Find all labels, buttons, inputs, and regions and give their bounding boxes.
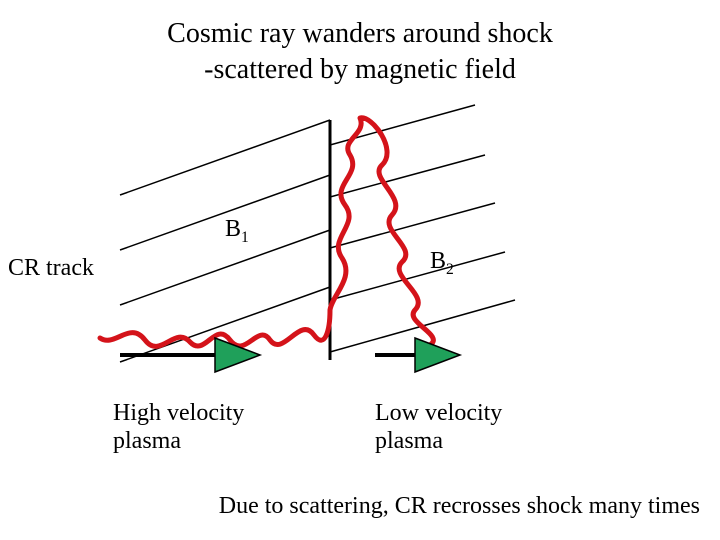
diagram-canvas: [0, 0, 720, 540]
b1-label: B1: [225, 216, 249, 247]
low-velocity-caption: Low velocity plasma: [375, 400, 502, 455]
low-velocity-arrow: [375, 338, 460, 372]
cr-track-label: CR track: [8, 255, 94, 282]
high-velocity-caption: High velocity plasma: [113, 400, 244, 455]
b1-sub: 1: [241, 229, 249, 246]
b1-base: B: [225, 216, 241, 242]
cr-track-path: [100, 118, 433, 347]
bottom-caption: Due to scattering, CR recrosses shock ma…: [219, 493, 700, 520]
field-lines-right: [330, 105, 515, 352]
b2-base: B: [430, 248, 446, 274]
b2-sub: 2: [446, 261, 454, 278]
b2-label: B2: [430, 248, 454, 279]
